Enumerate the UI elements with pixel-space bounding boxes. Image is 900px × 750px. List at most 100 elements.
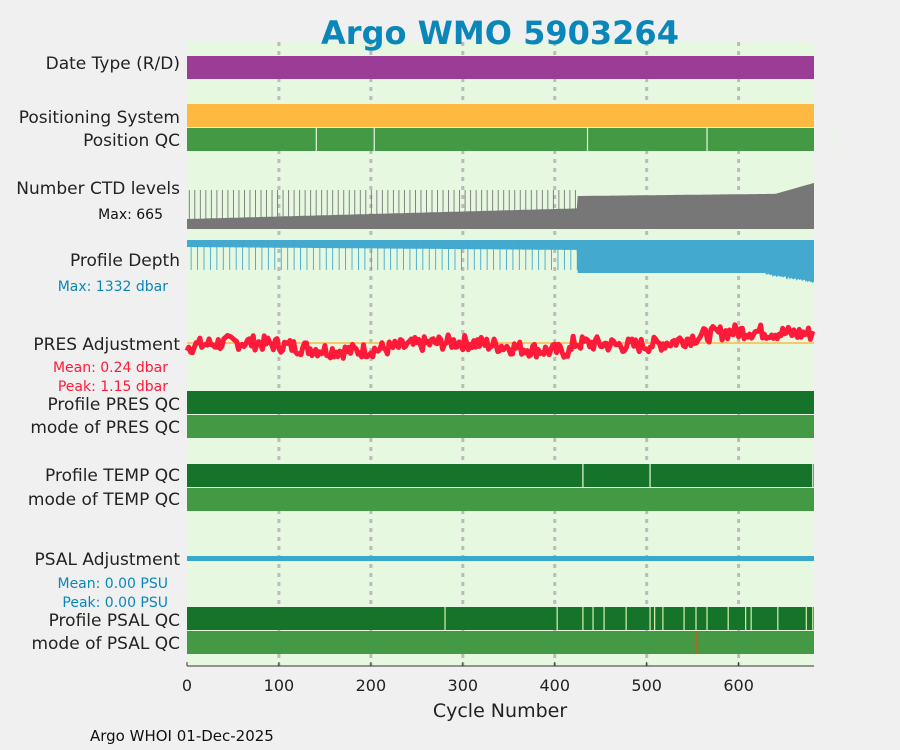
qc-flag-mark	[695, 631, 698, 654]
ctd-levels-spike	[343, 190, 345, 219]
ctd-levels-spike	[541, 190, 543, 219]
qc-flag-mark	[662, 607, 664, 630]
footer-credit: Argo WHOI 01-Dec-2025	[90, 727, 274, 745]
ctd-levels-spike	[536, 190, 538, 219]
profile-depth-spike	[345, 240, 347, 270]
profile-depth-spike	[293, 240, 295, 270]
profile-depth-spike	[551, 240, 552, 270]
profile-depth-spike	[422, 240, 424, 270]
ctd-levels-spike	[514, 190, 516, 219]
profile-depth-spike	[338, 240, 340, 270]
ctd-levels-spike	[464, 190, 466, 219]
positioning-system-bar	[187, 104, 814, 127]
pres-adjustment-peak: Peak: 1.15 dbar	[58, 379, 168, 395]
ctd-levels-spike	[210, 190, 212, 219]
profile-depth-spike	[255, 240, 256, 270]
pres-adjustment-mean: Mean: 0.24 dbar	[53, 360, 168, 376]
profile-temp-qc-flags	[582, 464, 814, 487]
qc-flag-mark	[582, 607, 584, 630]
qc-flag-mark	[649, 607, 651, 630]
ctd-levels-spike	[238, 190, 240, 219]
ctd-levels-spike	[453, 190, 455, 219]
ctd-levels-spike	[205, 190, 207, 219]
ctd-levels-spike	[199, 190, 201, 219]
ctd-levels-spike	[503, 190, 505, 219]
profile-psal-qc-label: Profile PSAL QC	[49, 611, 180, 631]
ctd-levels-spike	[409, 190, 411, 219]
profile-temp-qc-label: Profile TEMP QC	[45, 466, 180, 486]
profile-depth-max: Max: 1332 dbar	[58, 279, 169, 295]
ctd-levels-spike	[448, 190, 449, 219]
qc-flag-mark	[777, 607, 779, 630]
profile-depth-spike	[235, 240, 237, 270]
ctd-levels-spike	[486, 190, 488, 219]
psal-adjustment-mean: Mean: 0.00 PSU	[57, 576, 168, 592]
qc-flag-mark	[805, 607, 807, 630]
profile-depth-spike	[460, 240, 462, 270]
ctd-levels-spike	[459, 190, 461, 219]
ctd-levels-spike	[249, 190, 251, 219]
qc-flag-mark	[582, 464, 584, 487]
x-tick-label: 0	[182, 676, 192, 695]
x-axis-label: Cycle Number	[433, 700, 567, 722]
profile-psal-qc-flags	[444, 607, 814, 630]
qc-flag-mark	[315, 128, 317, 151]
ctd-levels-spike	[381, 190, 383, 219]
profile-depth-spike	[531, 240, 533, 270]
ctd-levels-spike	[492, 190, 494, 219]
ctd-levels-spike	[442, 190, 444, 219]
mode-temp-qc-bar	[187, 488, 814, 511]
qc-flag-mark	[649, 464, 651, 487]
ctd-levels-spike	[260, 190, 262, 219]
pres-adjustment-label: PRES Adjustment	[33, 335, 180, 355]
profile-temp-qc-bar	[187, 464, 814, 487]
ctd-levels-spike	[519, 190, 521, 219]
profile-depth-spike	[448, 240, 449, 270]
ctd-levels-spike	[315, 190, 317, 219]
profile-psal-qc-bar	[187, 607, 814, 630]
ctd-levels-spike	[188, 190, 190, 219]
qc-flag-mark	[654, 607, 656, 630]
ctd-levels-spike	[569, 190, 571, 219]
ctd-levels-spike	[216, 190, 218, 219]
ctd-levels-spike	[376, 190, 378, 219]
ctd-levels-spike	[508, 190, 510, 219]
mode-psal-qc-label: mode of PSAL QC	[31, 634, 180, 654]
ctd-levels-spike	[299, 190, 301, 219]
position-qc-label: Position QC	[83, 131, 180, 151]
position-qc-flags	[315, 128, 838, 151]
profile-depth-spike	[415, 240, 417, 270]
profile-depth-spike	[480, 240, 482, 270]
qc-flag-mark	[706, 607, 708, 630]
profile-depth-spike	[274, 240, 276, 270]
profile-depth-spike	[216, 240, 218, 270]
profile-depth-spike	[576, 240, 578, 270]
ctd-levels-spike	[321, 190, 323, 219]
ctd-levels-spike	[558, 190, 560, 219]
profile-depth-spike	[242, 240, 244, 270]
ctd-levels-spike	[282, 190, 284, 219]
x-tick-label: 400	[539, 676, 570, 695]
x-axis-ticks: 0 100 200 300 400 500 600	[182, 662, 754, 695]
profile-depth-spike	[390, 240, 392, 270]
profile-depth-spike	[473, 240, 475, 270]
x-tick-label: 600	[723, 676, 754, 695]
profile-depth-spike	[351, 240, 353, 270]
profile-depth-spike	[428, 240, 430, 270]
qc-flag-mark	[683, 607, 685, 630]
x-tick-label: 200	[356, 676, 387, 695]
profile-depth-spike	[300, 240, 301, 270]
qc-flag-mark	[603, 607, 605, 630]
ctd-levels-spike	[563, 190, 565, 219]
chart-title: Argo WMO 5903264	[321, 14, 679, 52]
profile-depth-spike	[493, 240, 495, 270]
ctd-levels-spike	[398, 190, 400, 219]
profile-depth-spike	[287, 240, 289, 270]
psal-adjustment-label: PSAL Adjustment	[35, 550, 181, 570]
ctd-levels-spike	[227, 190, 229, 219]
profile-depth-spike	[544, 240, 546, 270]
ctd-levels-spike	[392, 190, 394, 219]
ctd-levels-spike	[470, 190, 472, 219]
ctd-levels-spike	[547, 190, 549, 219]
profile-depth-spike	[370, 240, 372, 270]
